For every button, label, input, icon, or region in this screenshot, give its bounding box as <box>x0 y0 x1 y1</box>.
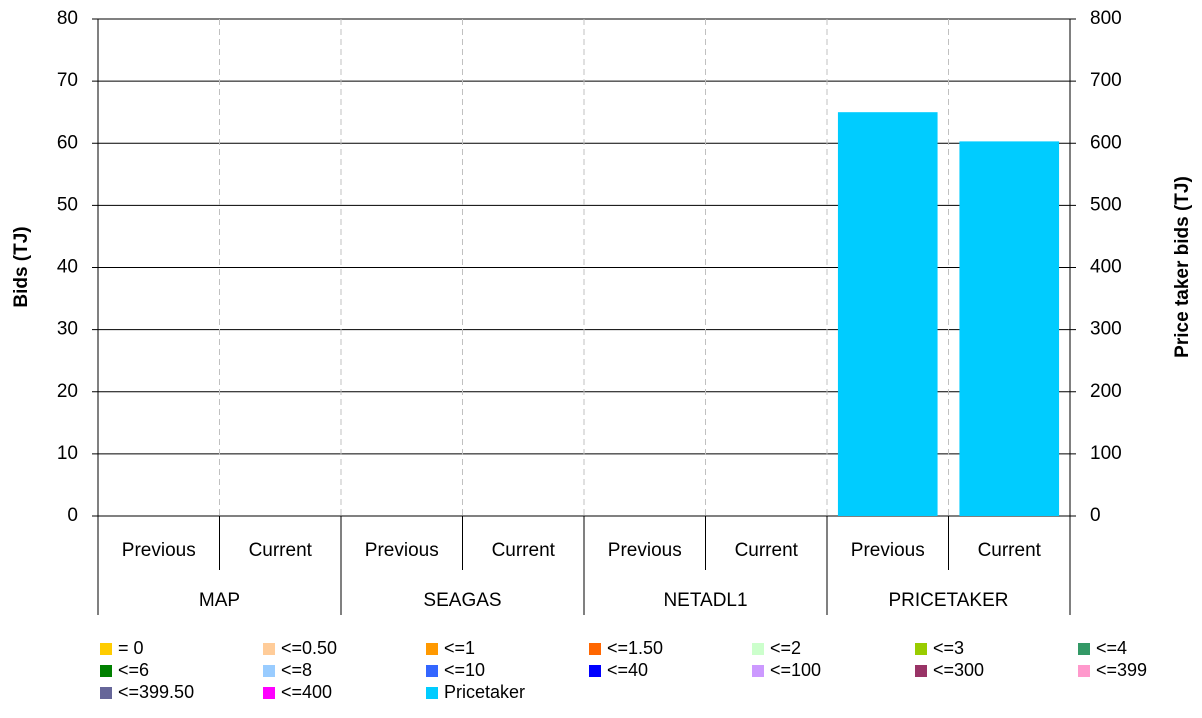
x-tick-label: Current <box>978 540 1042 561</box>
legend-swatch <box>589 665 601 677</box>
group-label: SEAGAS <box>423 590 501 611</box>
legend-swatch <box>100 687 112 699</box>
x-tick-label: Previous <box>365 540 439 561</box>
legend-label: <=10 <box>444 660 485 680</box>
legend-swatch <box>1078 643 1090 655</box>
x-tick-label: Current <box>492 540 556 561</box>
legend-swatch <box>915 643 927 655</box>
y2-tick-label: 400 <box>1090 257 1122 278</box>
y-axis-title: Bids (TJ) <box>11 226 32 307</box>
y-tick-label: 30 <box>57 319 78 340</box>
y-tick-label: 0 <box>67 505 78 526</box>
legend-swatch <box>752 643 764 655</box>
group-label: MAP <box>199 590 240 611</box>
y-tick-label: 80 <box>57 8 78 29</box>
legend: = 0 <=0.50 <=1 <=1.50 <=2 <=3 <=4 <=6 <=8 <=10 <=4… <box>100 638 1147 702</box>
legend-label: Pricetaker <box>444 682 525 702</box>
x-tick-label: Previous <box>851 540 925 561</box>
legend-label: <=400 <box>281 682 332 702</box>
legend-swatch <box>263 643 275 655</box>
legend-label: = 0 <box>118 638 144 658</box>
legend-label: <=40 <box>607 660 648 680</box>
legend-label: <=100 <box>770 660 821 680</box>
legend-swatch <box>263 665 275 677</box>
x-tick-label: Previous <box>122 540 196 561</box>
y-tick-label: 60 <box>57 132 78 153</box>
legend-label: <=300 <box>933 660 984 680</box>
y2-tick-label: 0 <box>1090 505 1101 526</box>
legend-label: <=0.50 <box>281 638 337 658</box>
y2-axis-title: Price taker bids (TJ) <box>1172 176 1193 358</box>
legend-label: <=8 <box>281 660 312 680</box>
x-tick-label: Previous <box>608 540 682 561</box>
y-tick-label: 50 <box>57 194 78 215</box>
y2-tick-label: 200 <box>1090 381 1122 402</box>
legend-label: <=2 <box>770 638 801 658</box>
y-tick-label: 70 <box>57 70 78 91</box>
legend-label: <=1.50 <box>607 638 663 658</box>
legend-swatch <box>1078 665 1090 677</box>
legend-label: <=6 <box>118 660 149 680</box>
legend-swatch <box>100 665 112 677</box>
legend-label: <=1 <box>444 638 475 658</box>
y-tick-label: 40 <box>57 257 78 278</box>
legend-swatch <box>426 687 438 699</box>
legend-swatch <box>426 665 438 677</box>
bar <box>959 141 1060 517</box>
legend-label: <=399 <box>1096 660 1147 680</box>
bar <box>837 112 938 516</box>
legend-swatch <box>100 643 112 655</box>
legend-label: <=3 <box>933 638 964 658</box>
y-tick-label: 20 <box>57 381 78 402</box>
group-label: PRICETAKER <box>888 590 1008 611</box>
legend-label: <=4 <box>1096 638 1127 658</box>
y2-tick-label: 700 <box>1090 70 1122 91</box>
y2-tick-label: 600 <box>1090 132 1122 153</box>
y2-tick-label: 500 <box>1090 194 1122 215</box>
y2-tick-label: 300 <box>1090 319 1122 340</box>
legend-swatch <box>589 643 601 655</box>
group-label: NETADL1 <box>663 590 747 611</box>
legend-swatch <box>915 665 927 677</box>
legend-swatch <box>752 665 764 677</box>
y2-tick-label: 800 <box>1090 8 1122 29</box>
legend-swatch <box>426 643 438 655</box>
legend-swatch <box>263 687 275 699</box>
y2-tick-label: 100 <box>1090 443 1122 464</box>
x-tick-label: Current <box>735 540 799 561</box>
legend-label: <=399.50 <box>118 682 194 702</box>
x-tick-label: Current <box>249 540 313 561</box>
y-tick-label: 10 <box>57 443 78 464</box>
